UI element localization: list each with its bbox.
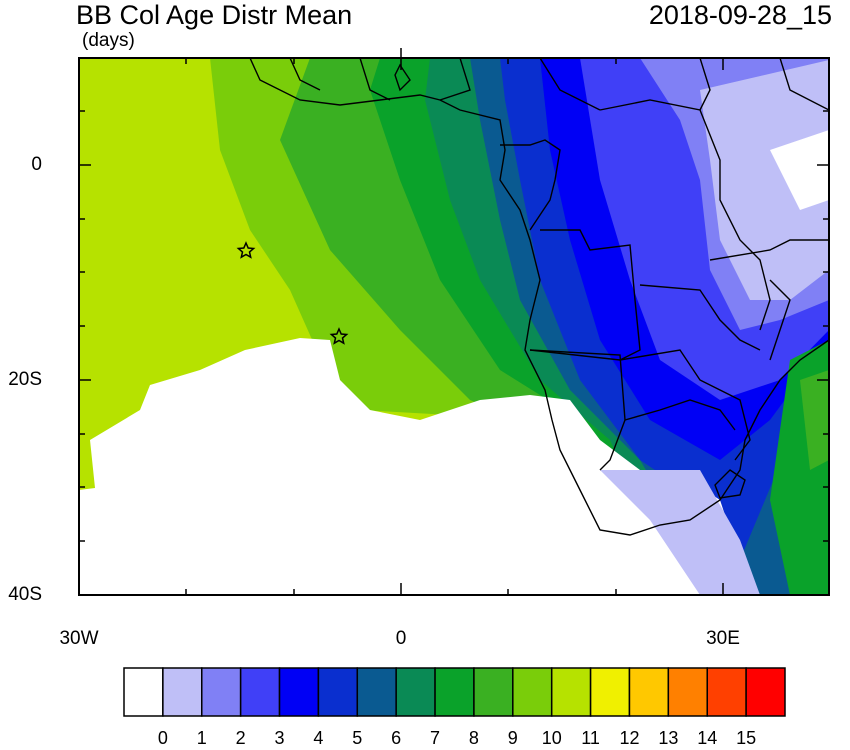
colorbar-swatch bbox=[550, 667, 592, 717]
colorbar-swatch bbox=[589, 667, 631, 717]
colorbar-swatch bbox=[706, 667, 747, 717]
border-car bbox=[539, 58, 601, 111]
colorbar-swatch bbox=[278, 667, 320, 717]
map-timestamp: 2018-09-28_15 bbox=[648, 0, 832, 30]
border-botswana bbox=[624, 399, 736, 431]
border-drc-east bbox=[599, 99, 771, 331]
units-label: (days) bbox=[82, 30, 135, 51]
colorbar-label: 12 bbox=[619, 728, 640, 748]
border-lesotho bbox=[714, 469, 746, 499]
colorbar-label: 2 bbox=[235, 728, 246, 748]
coastlines bbox=[249, 58, 829, 536]
colorbar-swatch bbox=[512, 667, 553, 717]
star-marker-st-helena bbox=[329, 327, 349, 345]
africa-coast bbox=[249, 58, 829, 536]
marker-stars bbox=[236, 241, 349, 345]
east-green-inner bbox=[800, 370, 829, 470]
colorbar-label: 4 bbox=[313, 728, 324, 748]
border-zambia-zimbabwe bbox=[619, 349, 751, 461]
colorbar-label: 10 bbox=[541, 728, 562, 748]
map-title: BB Col Age Distr Mean bbox=[76, 0, 353, 30]
no-data-region bbox=[79, 338, 760, 595]
star-marker-ascension bbox=[236, 241, 256, 259]
colorbar-label: 15 bbox=[736, 728, 757, 748]
lon-label-30e: 30E bbox=[706, 628, 740, 649]
border-ethiopia bbox=[779, 58, 829, 111]
colorbar-label: 7 bbox=[430, 728, 441, 748]
border-guinea bbox=[289, 58, 321, 91]
field-level-0-patch bbox=[770, 130, 829, 210]
colorbar-swatch bbox=[628, 667, 670, 717]
age-field bbox=[79, 58, 829, 595]
cape-outflow-light bbox=[600, 470, 760, 595]
border-nigeria bbox=[439, 58, 471, 101]
border-tanzania bbox=[709, 239, 829, 261]
border-gabon-congo bbox=[500, 139, 561, 231]
lon-ticks bbox=[78, 48, 724, 595]
border-malawi bbox=[769, 279, 791, 361]
colorbar-label: 11 bbox=[581, 728, 600, 748]
colorbar-swatch bbox=[745, 667, 786, 717]
colorbar-swatch bbox=[201, 667, 242, 717]
colorbar-label: 6 bbox=[391, 728, 402, 748]
colorbar-label: 3 bbox=[274, 728, 285, 748]
colorbar-swatch bbox=[123, 667, 164, 717]
lon-label-30w: 30W bbox=[59, 628, 99, 649]
colorbar-swatch bbox=[667, 667, 708, 717]
colorbar-swatch bbox=[239, 667, 281, 717]
colorbar-swatch bbox=[434, 667, 475, 717]
lat-label-40s: 40S bbox=[8, 584, 42, 605]
lat-label-20s: 20S bbox=[8, 369, 42, 390]
colorbar-label: 1 bbox=[196, 728, 207, 748]
colorbar-swatch bbox=[317, 667, 359, 717]
colorbar-label: 14 bbox=[697, 728, 718, 748]
lon-label-0: 0 bbox=[395, 628, 407, 649]
colorbar-swatch bbox=[356, 667, 397, 717]
colorbar-swatch bbox=[395, 667, 436, 717]
colorbar-swatch bbox=[162, 667, 203, 717]
border-ghana bbox=[359, 58, 391, 101]
border-zambia bbox=[639, 284, 761, 351]
lake-volta bbox=[394, 63, 411, 92]
colorbar-label: 5 bbox=[352, 728, 363, 748]
lat-ticks bbox=[79, 110, 829, 596]
colorbar-label: 8 bbox=[468, 728, 479, 748]
colorbar-label: 13 bbox=[658, 728, 679, 748]
colorbar-label: 9 bbox=[507, 728, 518, 748]
colorbar bbox=[123, 667, 786, 717]
border-angola bbox=[529, 229, 641, 361]
lat-label-0: 0 bbox=[31, 154, 42, 175]
border-sudan bbox=[699, 58, 711, 111]
colorbar-swatch bbox=[473, 667, 514, 717]
colorbar-label: 0 bbox=[157, 728, 168, 748]
